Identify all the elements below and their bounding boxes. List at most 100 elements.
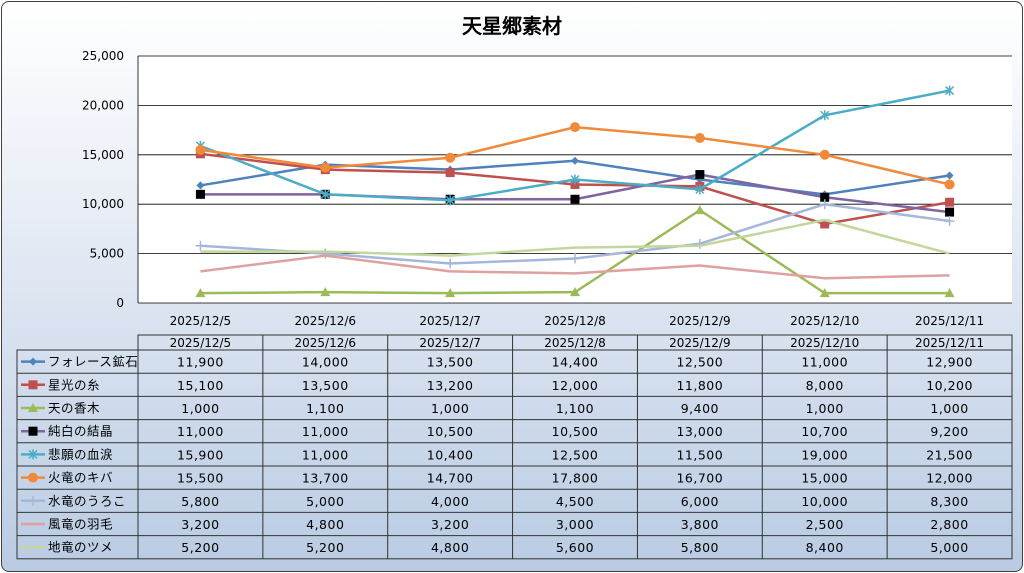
table-cell: 17,800 [552,471,599,486]
data-point [944,288,955,298]
data-point [945,197,955,207]
y-tick-label: 20,000 [82,98,124,112]
table-cell: 16,700 [676,471,723,486]
table-cell: 5,000 [930,540,968,555]
table-cell: 10,500 [427,424,474,439]
x-tick-label: 2025/12/9 [669,314,731,328]
legend-label: フォレース鉱石 [48,354,138,369]
data-point [694,238,705,249]
data-point [570,174,580,185]
x-tick-label: 2025/12/8 [544,314,606,328]
table-cell: 13,500 [302,378,349,393]
data-point [694,133,705,144]
table-cell: 8,400 [806,540,844,555]
data-point [819,288,830,298]
table-cell: 10,500 [552,424,599,439]
table-cell: 9,200 [930,424,968,439]
legend-label: 火竜のキバ [48,470,113,485]
table-header-date: 2025/12/9 [669,336,731,350]
table-cell: 11,000 [302,447,349,462]
table-cell: 4,000 [431,494,469,509]
legend-key-marker [28,472,38,483]
data-point [695,170,705,180]
data-point [320,287,331,297]
legend-key-marker [28,449,38,460]
table-cell: 9,400 [681,401,719,416]
data-point [945,171,954,180]
table-header-date: 2025/12/7 [419,336,481,350]
x-tick-label: 2025/12/5 [170,314,232,328]
data-point [820,219,830,229]
data-point [445,288,456,298]
table-cell: 11,000 [302,424,349,439]
table-header-date: 2025/12/6 [295,336,357,350]
data-point [820,192,830,202]
table-cell: 4,500 [556,494,594,509]
table-cell: 1,000 [930,401,968,416]
table-cell: 5,800 [681,540,719,555]
legend-key-marker [28,403,38,412]
table-cell: 15,000 [801,471,848,486]
data-point [944,215,955,226]
x-tick-label: 2025/12/11 [915,314,984,328]
legend-label: 天の香木 [48,401,100,416]
data-point [445,195,455,206]
series-line-7 [200,254,950,280]
data-point [820,110,830,121]
data-point [195,189,205,199]
data-point [819,149,830,160]
table-cell: 11,000 [177,424,224,439]
table-cell: 4,800 [306,517,344,532]
table-cell: 6,000 [681,494,719,509]
table-body [16,349,1013,560]
table-cell: 3,200 [431,517,469,532]
table-cell: 15,100 [177,378,224,393]
table-cell: 14,000 [302,355,349,370]
table-cell: 1,100 [556,401,594,416]
table-cell: 12,500 [676,355,723,370]
table-cell: 13,500 [427,355,474,370]
table-cell: 11,900 [177,355,224,370]
data-point [320,189,330,200]
table-cell: 12,500 [552,447,599,462]
table-cell: 13,000 [676,424,723,439]
table-header-date: 2025/12/5 [170,336,232,350]
y-tick-label: 15,000 [82,148,124,162]
table-cell: 13,700 [302,471,349,486]
table-cell: 10,000 [801,494,848,509]
data-point [445,258,456,269]
table-header-date: 2025/12/8 [544,336,606,350]
data-point [195,288,206,298]
table-cell: 8,300 [930,494,968,509]
data-point [570,253,580,264]
data-point [196,181,205,190]
legend-key-marker [28,495,38,506]
legend-key-marker [28,380,38,390]
data-point [320,248,331,259]
y-tick-label: 10,000 [82,197,124,211]
data-point [944,179,955,190]
table-cell: 1,000 [431,401,469,416]
table-cell: 5,800 [181,494,219,509]
y-tick-label: 25,000 [82,49,124,63]
table-cell: 19,000 [801,447,848,462]
data-point [695,184,705,195]
table-cell: 8,000 [806,378,844,393]
y-tick-label: 5,000 [90,247,124,261]
table-cell: 1,000 [806,401,844,416]
table-header-date: 2025/12/10 [790,336,859,350]
data-point [571,156,579,165]
data-point [445,152,456,163]
table-cell: 12,000 [926,471,973,486]
table-cell: 2,800 [930,517,968,532]
table-cell: 5,200 [306,540,344,555]
data-point [694,205,705,215]
table-cell: 1,100 [306,401,344,416]
table-cell: 21,500 [926,447,973,462]
y-tick-label: 0 [116,296,124,310]
legend-label: 悲願の血涙 [48,447,113,462]
table-cell: 15,900 [177,447,224,462]
data-point [195,144,206,155]
